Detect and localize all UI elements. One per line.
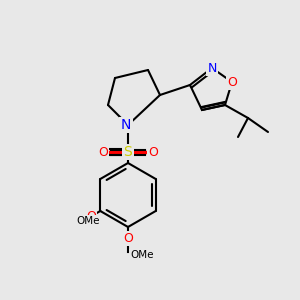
Text: S: S	[124, 145, 132, 159]
Text: N: N	[207, 61, 217, 74]
Text: OMe: OMe	[130, 250, 154, 260]
Text: O: O	[123, 232, 133, 244]
Text: OMe: OMe	[76, 215, 100, 226]
Text: O: O	[148, 146, 158, 158]
Text: O: O	[98, 146, 108, 158]
Text: N: N	[121, 118, 131, 132]
Text: O: O	[86, 210, 96, 223]
Text: O: O	[227, 76, 237, 88]
